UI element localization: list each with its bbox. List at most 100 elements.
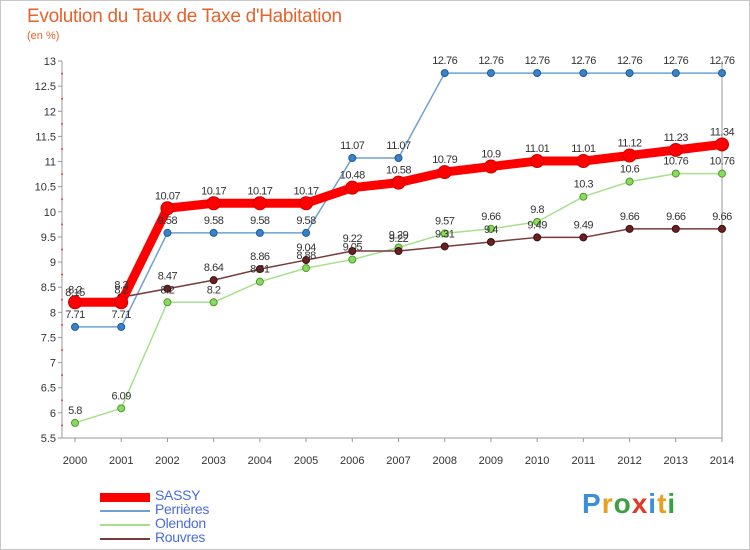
data-point [718,169,726,178]
data-label: 10.58 [386,165,411,177]
y-tick-label: 5.5 [41,433,56,445]
y-minor-tick [61,147,63,150]
data-point [715,137,729,152]
data-label: 10.48 [340,170,365,182]
x-tick-label: 2001 [109,455,133,467]
data-label: 9.58 [204,215,224,227]
data-label: 9.58 [296,215,316,227]
y-tick-label: 12 [44,106,56,118]
data-label: 9.58 [158,215,178,227]
data-label: 8.86 [250,251,270,263]
data-point [302,228,311,237]
data-label: 12.76 [525,55,550,67]
chart-unit-label: (en %) [27,30,60,42]
labels-perrires: 7.71 7.71 9.58 9.58 9.58 9.58 11.07 11.07 12.76 1… [65,55,735,321]
y-tick-label: 8 [50,307,56,319]
data-point [579,69,588,78]
data-label: 11.07 [340,140,365,152]
y-minor-tick [61,248,63,251]
y-tick-label: 8.5 [41,282,56,294]
data-label: 9.29 [389,229,409,241]
data-label: 6.09 [112,390,132,402]
data-point [625,177,634,186]
y-minor-tick [61,399,63,402]
y-minor-tick [61,273,63,276]
data-label: 8.2 [68,284,82,296]
legend-swatch [100,492,150,502]
data-point [255,265,264,274]
y-tick-label: 11 [45,157,56,169]
data-point [391,175,406,190]
data-point [252,196,267,211]
data-label: 11.34 [710,126,735,138]
x-tick-label: 2011 [572,455,596,467]
data-point [440,229,449,238]
data-point [625,224,634,233]
data-point [625,69,634,78]
data-point [160,201,175,216]
data-label: 9.4 [484,224,498,236]
data-point [486,237,495,246]
y-minor-tick [61,122,63,125]
data-label: 9.22 [389,233,409,245]
data-point [345,180,360,195]
data-point [576,154,591,169]
series-labels: 8.2 8.2 10.07 10.17 10.17 10.17 10.48 10.58 10.7… [65,55,735,417]
y-tick-label: 10.5 [35,182,56,194]
y-minor-tick [61,198,63,201]
data-label: 8.2 [114,284,128,296]
labels-olendon: 5.8 6.09 8.2 8.2 8.61 8.88 9.05 9.29 9.57 9.66 9.8… [68,156,735,417]
x-tick-label: 2009 [479,455,503,467]
data-point [533,233,542,242]
data-point [114,295,129,310]
data-label: 11.07 [386,140,411,152]
x-tick-label: 2002 [155,455,179,467]
data-label: 9.04 [296,242,316,254]
data-label: 10.3 [574,179,594,191]
data-label: 9.49 [574,219,594,231]
data-label: 9.66 [620,211,640,223]
data-label: 9.49 [527,219,547,231]
data-label: 11.12 [617,138,642,150]
data-point [117,322,126,331]
data-point [348,154,357,163]
data-label: 5.8 [68,405,82,417]
data-point [68,295,82,310]
data-label: 12.76 [663,55,688,67]
x-tick-label: 2010 [525,455,549,467]
y-tick-label: 11.5 [35,131,56,143]
data-point [394,154,403,163]
data-label: 12.76 [709,55,734,67]
x-tick-label: 2000 [63,455,87,467]
data-label: 10.76 [663,156,688,168]
data-label: 8.3 [114,279,128,291]
data-label: 12.76 [478,55,503,67]
data-point [530,154,545,169]
data-label: 8.61 [250,264,270,276]
labels-rouvres: 8.158.38.478.648.869.049.22 9.22 9.31 9.4 9.… [65,211,732,299]
x-tick-label: 2013 [664,455,688,467]
data-point [671,224,680,233]
x-tick-label: 2012 [617,455,641,467]
y-tick-label: 12.5 [35,81,56,93]
data-label: 11.01 [525,143,550,155]
data-point [209,276,218,285]
data-label: 9.31 [435,228,455,240]
y-minor-tick [61,323,63,326]
data-label: 10.17 [247,185,272,197]
legend-swatch [100,510,150,512]
data-point [668,142,683,157]
data-point [394,247,403,256]
y-tick-label: 10 [44,207,56,219]
data-label: 8.64 [204,262,224,274]
data-point [533,69,542,78]
data-label: 9.66 [481,211,501,223]
data-point [437,165,452,180]
data-point [579,192,588,201]
y-minor-tick [61,97,63,100]
series-lines [68,69,729,427]
data-point [206,196,221,211]
data-point [209,228,218,237]
data-label: 10.76 [709,156,734,168]
